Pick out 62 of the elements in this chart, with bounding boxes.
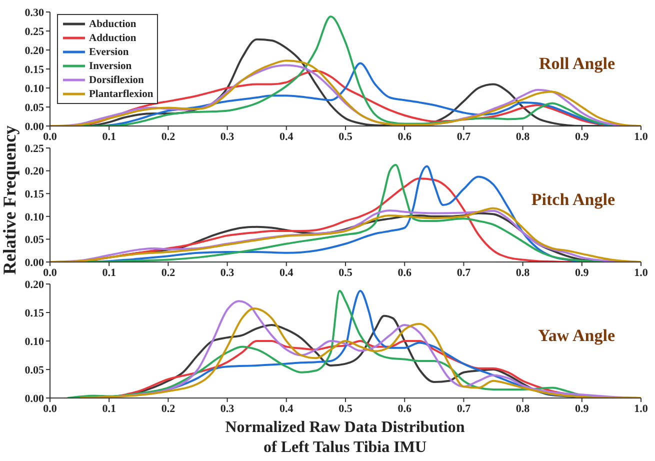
y-tick-label: 0.10 xyxy=(24,82,44,95)
x-tick-label: 0.8 xyxy=(516,266,530,279)
x-tick-label: 0.2 xyxy=(161,130,176,143)
x-tick-label: 1.0 xyxy=(634,266,648,279)
y-tick-label: 0.20 xyxy=(24,278,44,291)
y-tick-label: 0.05 xyxy=(24,364,44,376)
x-tick-label: 0.4 xyxy=(280,130,294,143)
y-tick-label: 0.20 xyxy=(24,166,44,178)
y-tick-label: 0.25 xyxy=(24,142,44,155)
x-axis-title: Normalized Raw Data Distribution of Left Talus Tibia IMU xyxy=(224,418,466,458)
legend-label: Plantarflexion xyxy=(89,88,154,100)
legend-label: Eversion xyxy=(89,46,129,58)
x-tick-label: 0.0 xyxy=(43,266,58,279)
x-tick-label: 0.3 xyxy=(220,402,235,415)
y-tick-label: 0.25 xyxy=(24,26,44,38)
text: Roll Angle xyxy=(538,54,615,74)
x-tick-label: 0.2 xyxy=(161,266,176,279)
text: Yaw Angle xyxy=(538,326,615,346)
x-tick-label: 0.9 xyxy=(575,402,590,415)
legend-label: Abduction xyxy=(89,18,136,30)
y-tick-label: 0.00 xyxy=(24,392,44,405)
x-tick-label: 0.1 xyxy=(102,266,116,279)
x-tick-label: 0.6 xyxy=(398,402,412,415)
x-tick-label: 0.7 xyxy=(456,402,472,415)
y-tick-label: 0.05 xyxy=(24,234,44,246)
x-tick-label: 0.0 xyxy=(43,130,58,143)
legend-label: Inversion xyxy=(89,60,132,72)
x-tick-label: 0.5 xyxy=(338,130,353,143)
x-tick-label: 0.1 xyxy=(102,402,116,415)
y-tick-label: 0.15 xyxy=(24,188,44,201)
y-tick-label: 0.20 xyxy=(24,44,44,57)
y-tick-label: 0.30 xyxy=(24,6,44,19)
x-tick-label: 0.9 xyxy=(575,266,590,279)
x-tick-label: 1.0 xyxy=(634,130,648,143)
x-tick-label: 0.8 xyxy=(516,130,530,143)
y-tick-label: 0.05 xyxy=(24,102,44,114)
x-tick-label: 0.5 xyxy=(338,266,353,279)
legend-label: Dorsiflexion xyxy=(89,74,144,86)
x-tick-label: 0.3 xyxy=(220,266,235,279)
y-tick-label: 0.15 xyxy=(24,307,44,320)
text: Pitch Angle xyxy=(531,190,615,210)
x-tick-label: 0.9 xyxy=(575,130,590,143)
x-tick-label: 0.7 xyxy=(456,266,472,279)
y-tick-label: 0.00 xyxy=(24,120,44,133)
x-tick-label: 1.0 xyxy=(634,402,648,415)
y-tick-label: 0.15 xyxy=(24,64,44,76)
x-tick-label: 0.6 xyxy=(398,266,412,279)
y-tick-label: 0.00 xyxy=(24,256,44,269)
x-tick-label: 0.4 xyxy=(280,402,294,415)
legend-label: Adduction xyxy=(89,32,136,44)
x-tick-label: 0.6 xyxy=(398,130,412,143)
y-axis-title: Relative Frequency xyxy=(0,125,20,275)
y-tick-label: 0.10 xyxy=(24,211,44,224)
y-tick-label: 0.10 xyxy=(24,336,44,348)
x-tick-label: 0.5 xyxy=(338,402,353,415)
x-tick-label: 0.2 xyxy=(161,402,176,415)
x-tick-label: 0.7 xyxy=(456,130,472,143)
x-tick-label: 0.8 xyxy=(516,402,530,415)
x-tick-label: 0.3 xyxy=(220,130,235,143)
x-tick-label: 0.1 xyxy=(102,130,116,143)
x-tick-label: 0.0 xyxy=(43,402,58,415)
x-tick-label: 0.4 xyxy=(280,266,294,279)
